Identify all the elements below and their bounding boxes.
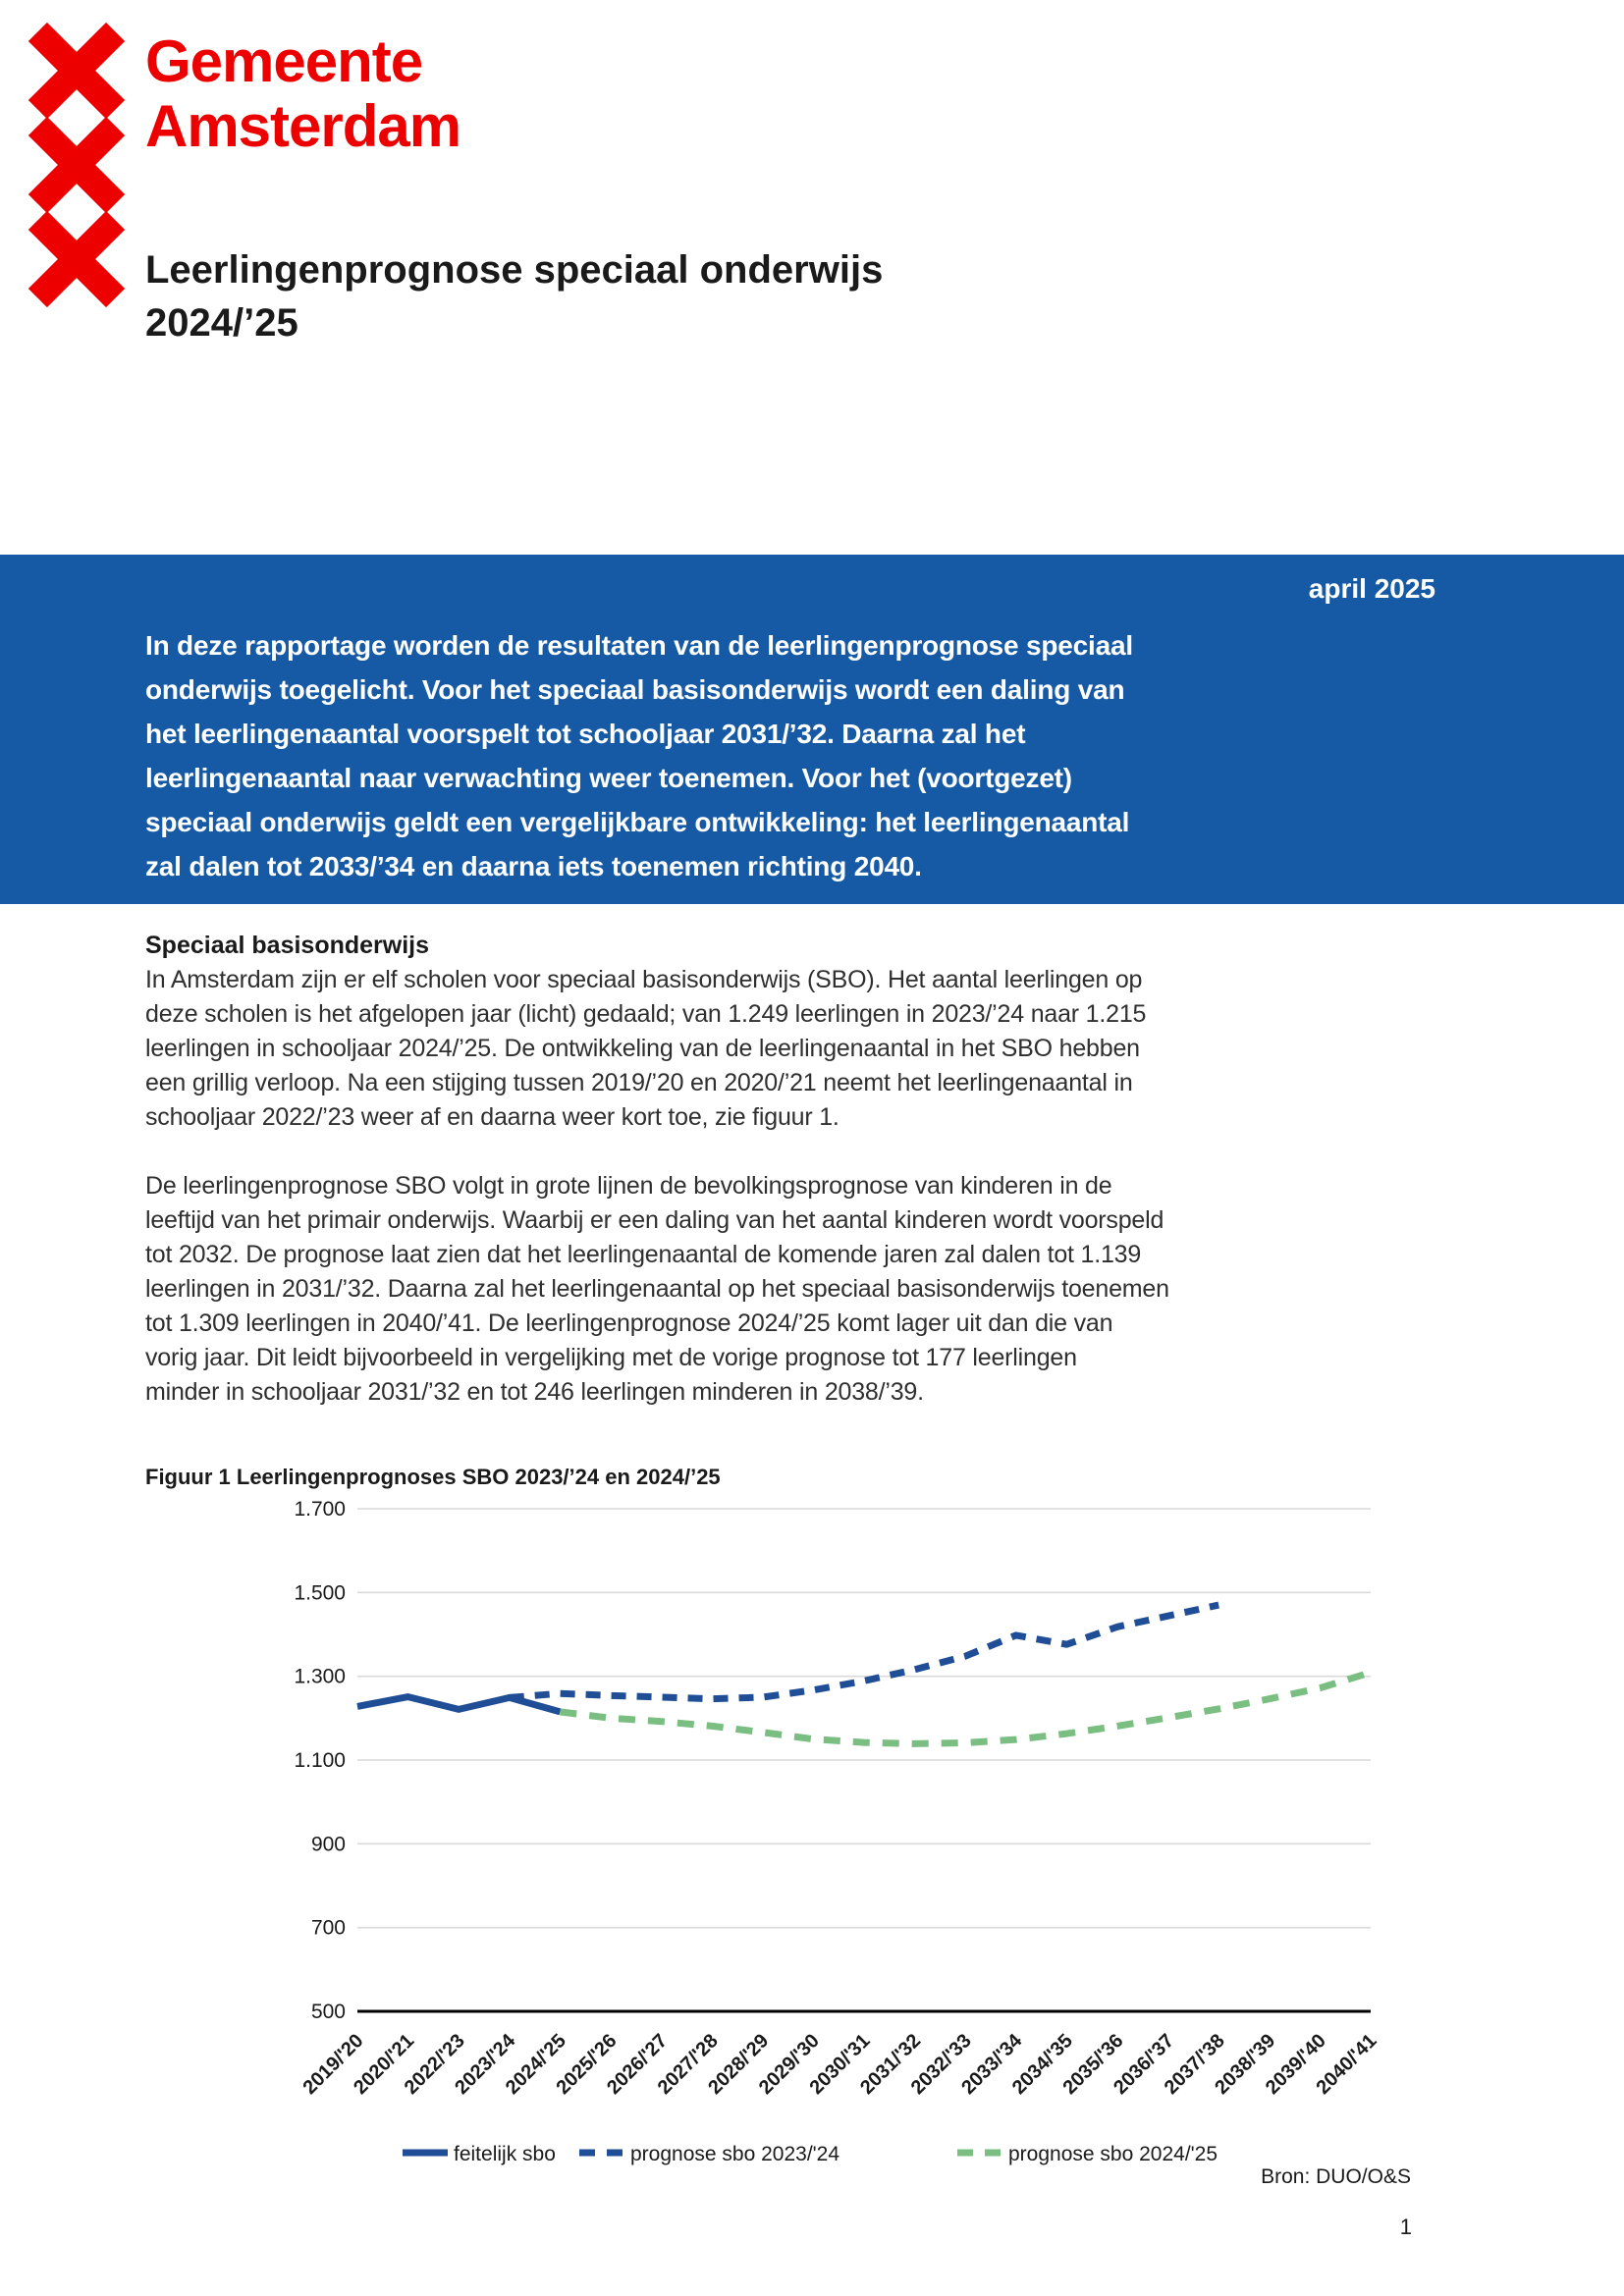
chart-legend: feitelijk sbo prognose sbo 2023/'24 progno…: [403, 2143, 1218, 2165]
series-feitelijk-sbo: [356, 1693, 562, 1716]
y-tick-label: 700: [311, 1917, 346, 1940]
line-chart: 1.700 1.500 1.300 1.100 900 700 500 2019/'20 202…: [196, 1496, 1434, 2183]
x-axis-labels: 2019/'202020/'212022/'232023/'242024/'25…: [298, 2029, 1380, 2099]
figure-chart-svg: 1.700 1.500 1.300 1.100 900 700 500 2019/'20202…: [294, 1498, 1380, 2165]
chart-source: Bron: DUO/O&S: [1261, 2165, 1411, 2188]
figure-caption: Figuur 1 Leerlingenprognoses SBO 2023/’2…: [145, 1465, 721, 1489]
series-prognose-sbo-2023-24: [509, 1601, 1219, 1703]
y-tick-label: 1.300: [294, 1666, 346, 1688]
andreas-cross-icon: [35, 29, 118, 112]
y-tick-label: 500: [311, 2001, 346, 2023]
section-heading: Speciaal basisonderwijs: [145, 932, 430, 959]
summary-banner: april 2025 In deze rapportage worden de …: [0, 555, 1624, 904]
legend-label: feitelijk sbo: [454, 2143, 556, 2165]
legend-label: prognose sbo 2024/'25: [1008, 2143, 1218, 2165]
body-paragraph-1: In Amsterdam zijn er elf scholen voor sp…: [145, 966, 1147, 1131]
chart-grid: 1.700 1.500 1.300 1.100 900 700 500: [294, 1498, 1371, 2023]
andreas-cross-icon: [35, 218, 118, 300]
y-tick-label: 1.700: [294, 1498, 346, 1521]
andreas-cross-icon: [35, 124, 118, 206]
y-tick-label: 1.100: [294, 1749, 346, 1772]
summary-text: In deze rapportage worden de resultaten …: [145, 630, 1133, 881]
organisation-name: Gemeente Amsterdam: [145, 28, 461, 159]
y-tick-label: 1.500: [294, 1581, 346, 1604]
body-paragraph-2: De leerlingenprognose SBO volgt in grote…: [145, 1172, 1169, 1406]
publication-date: april 2025: [1308, 573, 1435, 604]
body-copy: Speciaal basisonderwijs In Amsterdam zij…: [145, 929, 1422, 1444]
series-prognose-sbo-2024-25: [559, 1669, 1373, 1747]
page-title: Leerlingenprognose speciaal onderwijs 20…: [145, 248, 884, 345]
page-number: 1: [1399, 2215, 1412, 2239]
y-tick-label: 900: [311, 1833, 346, 1855]
legend-label: prognose sbo 2023/'24: [630, 2143, 839, 2165]
amsterdam-logo: [35, 29, 120, 312]
